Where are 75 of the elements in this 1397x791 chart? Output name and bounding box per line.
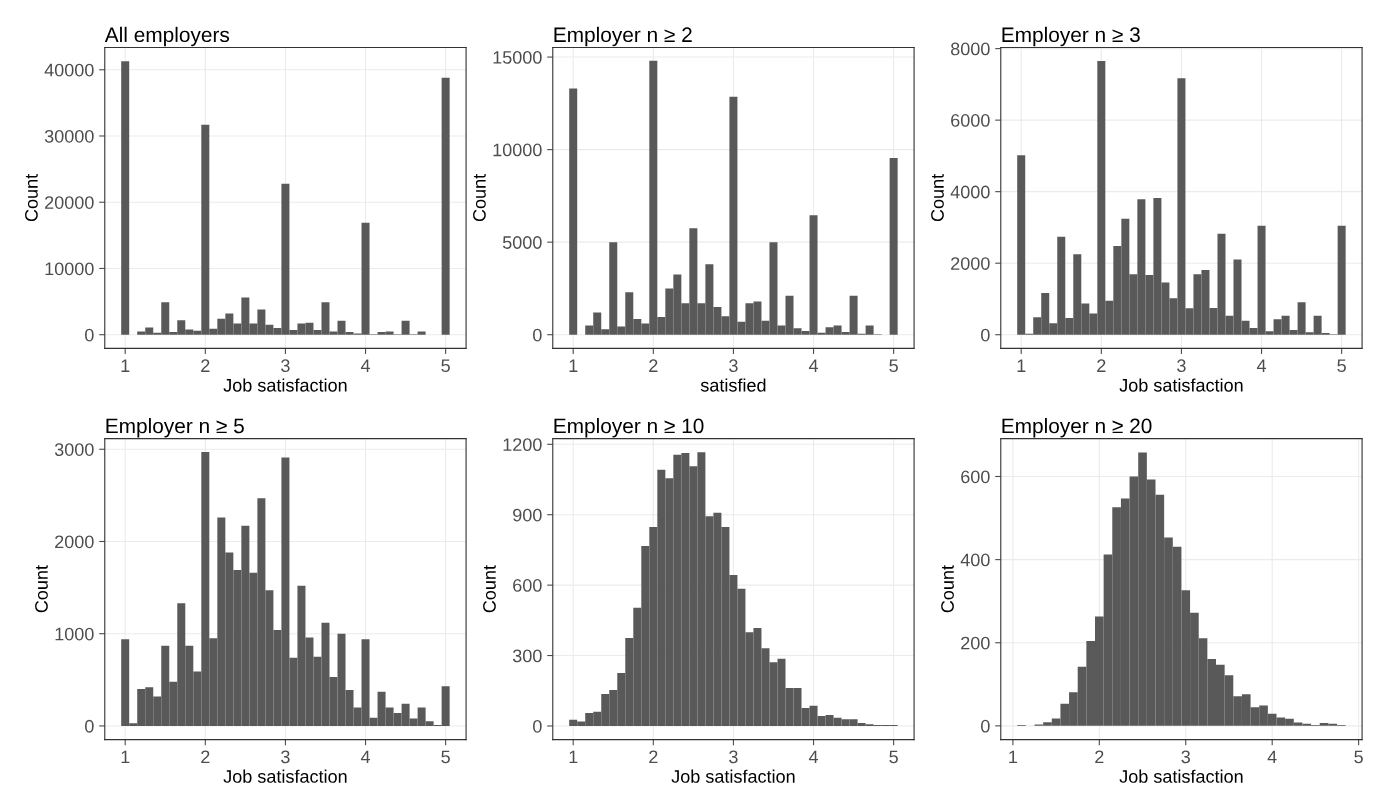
y-tick-label: 200 [961, 636, 990, 650]
x-tick-label: 4 [1256, 359, 1267, 372]
y-axis-title: Count [35, 565, 48, 613]
y-tick-label: 15000 [493, 51, 542, 64]
x-tick-label: 4 [1267, 750, 1277, 764]
x-tick-label: 2 [1097, 359, 1106, 372]
y-axis-title: Count [25, 173, 38, 222]
x-axis-title: satisfied [700, 378, 766, 392]
y-tick-label: 10000 [45, 262, 94, 276]
x-tick-label: 2 [1095, 750, 1104, 764]
y-tick-label: 300 [512, 649, 542, 663]
x-tick-label: 3 [729, 359, 738, 373]
y-tick-label: 400 [960, 553, 990, 567]
y-axis-title: Count [483, 565, 496, 613]
x-tick-label: 4 [360, 359, 371, 372]
y-tick-label: 2000 [951, 257, 990, 270]
x-axis-title: Job satisfaction [223, 378, 347, 392]
x-tick-label: 4 [360, 750, 371, 764]
y-tick-label: 0 [981, 719, 990, 733]
y-tick-label: 900 [513, 508, 542, 522]
x-tick-label: 4 [808, 359, 819, 372]
x-tick-label: 3 [281, 750, 290, 764]
x-axis-title: Job satisfaction [1119, 769, 1243, 783]
x-tick-label: 1 [121, 359, 130, 372]
x-tick-label: 1 [1009, 750, 1018, 764]
x-tick-label: 5 [1354, 750, 1363, 764]
chart-title: Employer n ≥ 3 [1002, 26, 1140, 47]
y-tick-label: 0 [85, 328, 94, 342]
chart-title: Employer n ≥ 10 [554, 418, 704, 438]
x-axis-title: Job satisfaction [1119, 378, 1243, 392]
x-tick-label: 4 [808, 750, 819, 764]
y-tick-label: 30000 [44, 129, 94, 143]
y-axis-title: Count [931, 173, 944, 222]
y-tick-label: 1000 [55, 627, 94, 641]
y-tick-label: 20000 [45, 196, 94, 209]
y-tick-label: 0 [533, 328, 542, 342]
y-tick-label: 0 [85, 719, 94, 733]
x-tick-label: 1 [1017, 359, 1026, 372]
y-tick-label: 600 [961, 470, 990, 484]
x-tick-label: 3 [1177, 359, 1186, 373]
x-tick-label: 2 [649, 750, 658, 764]
x-tick-label: 1 [569, 359, 578, 372]
x-axis-title: Job satisfaction [223, 769, 347, 783]
y-tick-label: 3000 [54, 443, 94, 456]
y-tick-label: 4000 [950, 185, 990, 199]
chart-title: All employers [104, 26, 230, 47]
x-axis-title: Job satisfaction [671, 769, 795, 783]
x-tick-label: 1 [121, 750, 130, 764]
x-tick-label: 5 [889, 359, 898, 373]
x-tick-label: 1 [569, 750, 578, 764]
y-tick-label: 1200 [503, 438, 542, 452]
y-tick-label: 0 [981, 328, 990, 342]
x-tick-label: 5 [441, 359, 450, 373]
y-axis-title: Count [941, 565, 954, 613]
x-tick-label: 3 [1181, 750, 1190, 764]
y-tick-label: 2000 [55, 535, 94, 549]
chart-title: Employer n ≥ 2 [554, 26, 692, 47]
x-tick-label: 2 [649, 359, 658, 372]
y-tick-label: 40000 [44, 63, 94, 77]
x-tick-label: 2 [201, 750, 210, 764]
y-tick-label: 8000 [950, 42, 990, 56]
y-tick-label: 600 [513, 579, 542, 592]
y-tick-label: 5000 [502, 236, 542, 249]
x-tick-label: 5 [1337, 359, 1346, 373]
y-tick-label: 6000 [951, 114, 990, 127]
chart-title: Employer n ≥ 5 [106, 418, 244, 438]
x-tick-label: 3 [729, 750, 738, 764]
y-axis-title: Count [473, 173, 486, 222]
y-tick-label: 10000 [493, 143, 542, 157]
chart-title: Employer n ≥ 20 [1002, 418, 1152, 438]
x-tick-label: 5 [889, 750, 898, 764]
x-tick-label: 3 [281, 359, 290, 373]
x-tick-label: 5 [441, 750, 450, 764]
y-tick-label: 0 [533, 719, 542, 733]
x-tick-label: 2 [201, 359, 210, 372]
